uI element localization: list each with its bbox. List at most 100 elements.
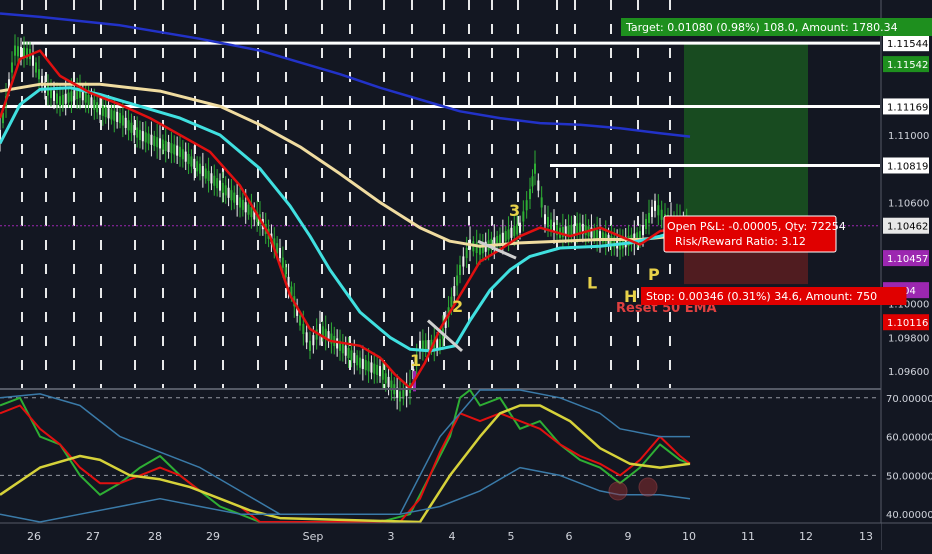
candle-body xyxy=(250,207,253,218)
candle-body xyxy=(390,380,393,391)
candle-body xyxy=(273,238,276,249)
candle-body xyxy=(324,328,327,339)
candle-body xyxy=(525,200,528,211)
candle-body xyxy=(465,247,468,259)
price-label-0: 1.11544 xyxy=(887,39,928,50)
price-label-box-3 xyxy=(883,157,929,174)
candle-body xyxy=(496,235,499,247)
series-moving-average-cyan[interactable] xyxy=(0,86,691,353)
candle-body xyxy=(353,352,356,363)
candle-body xyxy=(176,145,179,156)
oscillator-panel[interactable] xyxy=(0,388,932,524)
candle-body xyxy=(501,232,504,243)
candle-body xyxy=(50,88,52,99)
candle-body xyxy=(241,199,244,210)
annotation-3: L xyxy=(587,273,597,292)
time-tick-12: 12 xyxy=(799,530,813,543)
candle-body xyxy=(116,111,119,122)
candle-body xyxy=(499,234,501,245)
candle-body xyxy=(481,243,484,254)
candle-body xyxy=(584,225,587,236)
price-label-4: 1.10462 xyxy=(887,222,928,233)
candle-body xyxy=(76,88,79,100)
candle-body xyxy=(427,340,430,351)
trendline-marker-1 xyxy=(427,319,463,353)
pnl-box xyxy=(663,215,837,253)
candle-body xyxy=(124,117,127,128)
price-label-1: 1.11542 xyxy=(887,60,928,71)
candle-body xyxy=(230,190,233,201)
candle-body xyxy=(561,227,564,238)
candle-body xyxy=(564,226,567,237)
pnl-label: Open P&L: -0.00005, Qty: 72254 xyxy=(667,220,846,233)
candle-body xyxy=(660,209,663,220)
candle-body xyxy=(161,139,164,150)
candle-body xyxy=(645,218,647,230)
candle-body xyxy=(221,182,224,194)
osc-series-green[interactable] xyxy=(0,389,691,523)
annotation-2: 3 xyxy=(509,201,520,220)
candle-body xyxy=(26,48,28,59)
candle-body xyxy=(284,267,287,278)
price-tick-4: 1.11000 xyxy=(888,131,929,142)
candle-body xyxy=(651,206,653,217)
series-moving-average-blue[interactable] xyxy=(0,12,691,138)
candle-body xyxy=(244,202,247,213)
candle-body xyxy=(309,340,311,351)
price-label-box-1 xyxy=(883,56,929,73)
candle-body xyxy=(516,224,519,235)
annotation-5: P xyxy=(648,265,660,284)
candle-body xyxy=(419,340,421,351)
time-tick-1: 27 xyxy=(86,530,100,543)
candle-body xyxy=(67,92,70,103)
candle-body xyxy=(184,151,187,162)
osc-series-yellow[interactable] xyxy=(0,404,691,524)
candle-body xyxy=(350,350,353,361)
candle-body xyxy=(101,105,104,116)
series-moving-average-yellow[interactable] xyxy=(0,82,691,248)
candle-body xyxy=(648,212,650,224)
annotation-1: 2 xyxy=(452,297,463,316)
candle-body xyxy=(181,149,184,160)
candle-body xyxy=(96,102,99,113)
series-moving-average-red[interactable] xyxy=(0,49,691,390)
candle-body xyxy=(23,47,25,58)
candle-body xyxy=(379,366,381,377)
osc-series-red[interactable] xyxy=(0,404,691,523)
candle-body xyxy=(227,187,230,198)
rr-label: Risk/Reward Ratio: 3.12 xyxy=(675,235,806,248)
time-tick-3: 29 xyxy=(206,530,220,543)
candle-body xyxy=(321,326,324,337)
candle-body xyxy=(336,338,339,349)
candle-body xyxy=(504,231,507,242)
candle-body xyxy=(110,109,113,120)
candle-body xyxy=(450,296,453,307)
candle-body xyxy=(424,340,427,351)
candle-body xyxy=(20,46,22,58)
candle-body xyxy=(32,55,34,66)
target-label-box xyxy=(621,18,932,36)
price-label-2: 1.11169 xyxy=(887,102,928,113)
candle-body xyxy=(204,168,207,179)
candle-body xyxy=(276,243,279,254)
candle-body xyxy=(141,131,144,142)
candle-body xyxy=(153,135,156,147)
candle-body xyxy=(359,357,361,368)
candle-body xyxy=(139,129,141,141)
trendline-marker-2 xyxy=(477,239,517,260)
target-label: Target: 0.01080 (0.98%) 108.0, Amount: 1… xyxy=(625,21,898,34)
price-label-box-0 xyxy=(883,35,929,52)
candle-body xyxy=(453,286,456,297)
candle-body xyxy=(510,227,513,238)
time-axis-background xyxy=(0,523,881,550)
candle-body xyxy=(233,192,236,203)
osc-series-blue-band-lower[interactable] xyxy=(0,466,691,523)
time-tick-6: 4 xyxy=(449,530,456,543)
candle-body xyxy=(381,369,384,380)
candle-body xyxy=(581,223,584,235)
candle-body xyxy=(436,339,439,350)
